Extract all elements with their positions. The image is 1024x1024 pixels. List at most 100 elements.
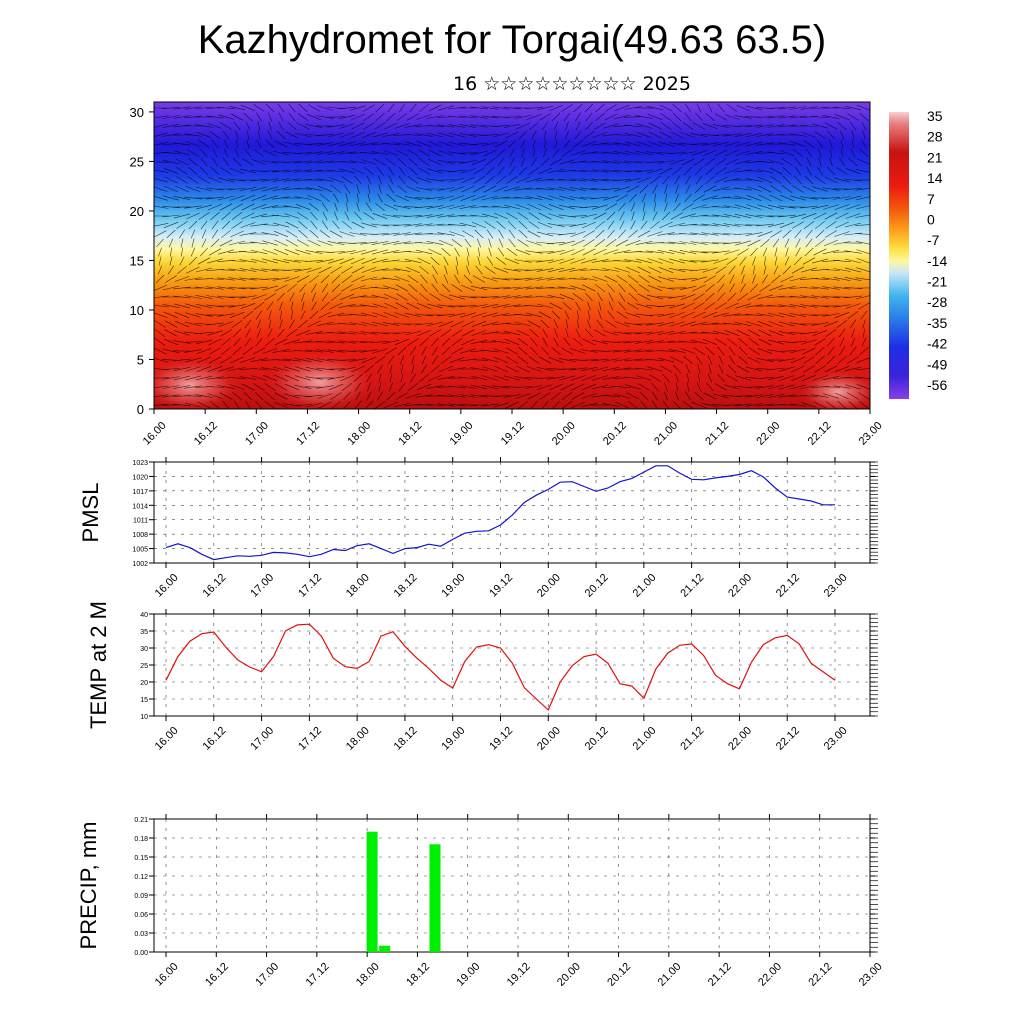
pmsl-y-tick-label: 1020	[132, 474, 148, 481]
precip-x-tick-label: 22.00	[756, 961, 784, 989]
pmsl-axis-title: PMSL	[78, 483, 103, 543]
pmsl-x-tick-label: 16.12	[201, 572, 229, 600]
colorbar-label: 28	[927, 129, 943, 145]
temp-x-tick-label: 19.00	[439, 725, 467, 753]
heatmap-y-tick-label: 15	[130, 253, 144, 268]
heatmap-x-tick-label: 18.12	[396, 420, 424, 448]
precip-x-tick-label: 21.12	[706, 961, 734, 989]
temp-x-tick-label: 18.00	[344, 725, 372, 753]
pmsl-x-tick-label: 19.12	[487, 572, 515, 600]
colorbar	[889, 112, 909, 399]
pmsl-y-tick-label: 1008	[132, 532, 148, 539]
pmsl-x-tick-label: 16.00	[153, 572, 181, 600]
heatmap-x-tick-label: 21.12	[703, 420, 731, 448]
pmsl-x-tick-label: 19.00	[439, 572, 467, 600]
heatmap-x-tick-label: 19.00	[448, 420, 476, 448]
pmsl-x-tick-label: 17.12	[296, 572, 324, 600]
temp-grid	[154, 613, 870, 717]
precip-x-tick-label: 18.00	[354, 961, 382, 989]
precip-x-tick-label: 18.12	[404, 961, 432, 989]
temp-x-tick-label: 19.12	[487, 725, 515, 753]
colorbar-label: -7	[927, 232, 940, 248]
precip-x-tick-label: 16.12	[203, 961, 231, 989]
heatmap-x-tick-label: 16.12	[192, 420, 220, 448]
temp-y-tick-label: 20	[140, 680, 148, 687]
pmsl-frame	[153, 461, 871, 564]
heatmap-x-tick-label: 20.00	[550, 420, 578, 448]
temp-frame	[153, 613, 871, 717]
precip-y-tick-label: 0.21	[134, 817, 148, 824]
precip-x-tick-label: 19.00	[454, 961, 482, 989]
heatmap-x-tick-label: 23.00	[857, 420, 885, 448]
heatmap-x-tick-label: 22.00	[754, 420, 782, 448]
heatmap-y-tick-label: 25	[130, 154, 144, 169]
pmsl-x-tick-label: 17.00	[248, 572, 276, 600]
heatmap-y-tick-label: 20	[130, 204, 144, 219]
precip-x-tick-label: 19.12	[505, 961, 533, 989]
temp-y-tick-label: 40	[140, 612, 148, 619]
precip-x-tick-label: 16.00	[153, 961, 181, 989]
pmsl-y-tick-label: 1002	[132, 561, 148, 568]
precip-bar	[429, 844, 441, 952]
pmsl-y-tick-label: 1014	[132, 503, 148, 510]
chart-title: Kazhydromet for Torgai(49.63 63.5)	[197, 18, 827, 62]
colorbar-label: 7	[927, 191, 935, 207]
temp-y-tick-label: 15	[140, 697, 148, 704]
pmsl-x-tick-label: 23.00	[822, 572, 850, 600]
temp-x-tick-label: 20.12	[583, 725, 611, 753]
heatmap-x-tick-label: 16.00	[141, 420, 169, 448]
temp-y-tick-label: 25	[140, 663, 148, 670]
pmsl-x-tick-label: 18.00	[344, 572, 372, 600]
temp-x-tick-label: 20.00	[535, 725, 563, 753]
pmsl-y-tick-label: 1005	[132, 547, 148, 554]
colorbar-label: -14	[927, 253, 947, 269]
warm-spot	[798, 370, 870, 409]
colorbar-label: -56	[927, 377, 947, 393]
precip-bar	[366, 831, 378, 952]
chart-subtitle: 16 ☆☆☆☆☆☆☆☆☆ 2025	[453, 73, 691, 95]
precip-x-tick-label: 20.12	[605, 961, 633, 989]
precip-y-tick-label: 0.06	[134, 912, 148, 919]
precip-x-tick-label: 17.00	[253, 961, 281, 989]
precip-bar	[379, 945, 391, 952]
pmsl-x-tick-label: 21.00	[631, 572, 659, 600]
heatmap-x-tick-label: 21.00	[652, 420, 680, 448]
temp-x-tick-label: 21.00	[631, 725, 659, 753]
colorbar-label: -21	[927, 274, 947, 290]
wind-barbs	[154, 103, 870, 409]
precip-x-tick-label: 23.00	[857, 961, 885, 989]
colorbar-label: -28	[927, 294, 947, 310]
pmsl-x-tick-label: 18.12	[392, 572, 420, 600]
pmsl-x-tick-label: 20.12	[583, 572, 611, 600]
heatmap-x-tick-label: 17.00	[243, 420, 271, 448]
temp-x-tick-label: 21.12	[678, 725, 706, 753]
colorbar-label: 14	[927, 170, 943, 186]
colorbar-label: -49	[927, 356, 947, 372]
heatmap-y-tick-label: 5	[137, 352, 144, 367]
heatmap-y-tick-label: 30	[130, 105, 144, 120]
precip-grid	[154, 818, 871, 953]
heatmap-y-tick-label: 0	[137, 402, 144, 417]
colorbar-label: 21	[927, 149, 943, 165]
pmsl-y-tick-label: 1023	[132, 460, 148, 467]
colorbar-label: 35	[927, 108, 943, 124]
colorbar-label: -42	[927, 336, 947, 352]
temp-axis-title: TEMP at 2 M	[86, 601, 111, 729]
precip-x-tick-label: 22.12	[806, 961, 834, 989]
temp-x-tick-label: 16.00	[153, 725, 181, 753]
precip-y-tick-label: 0.03	[134, 931, 148, 938]
precip-x-tick-label: 21.00	[656, 961, 684, 989]
precip-y-tick-label: 0.00	[134, 950, 148, 957]
heatmap-x-tick-label: 18.00	[345, 420, 373, 448]
pmsl-y-tick-label: 1011	[133, 518, 148, 525]
heatmap-y-tick-label: 10	[130, 303, 144, 318]
temp-y-tick-label: 30	[140, 646, 148, 653]
temp-y-tick-label: 10	[140, 714, 148, 721]
precip-x-tick-label: 17.12	[304, 961, 332, 989]
precip-frame	[153, 818, 871, 953]
pmsl-x-tick-label: 22.00	[726, 572, 754, 600]
wind-barb-lines	[154, 103, 870, 409]
heatmap-x-tick-label: 19.12	[499, 420, 527, 448]
pmsl-grid	[154, 461, 870, 564]
